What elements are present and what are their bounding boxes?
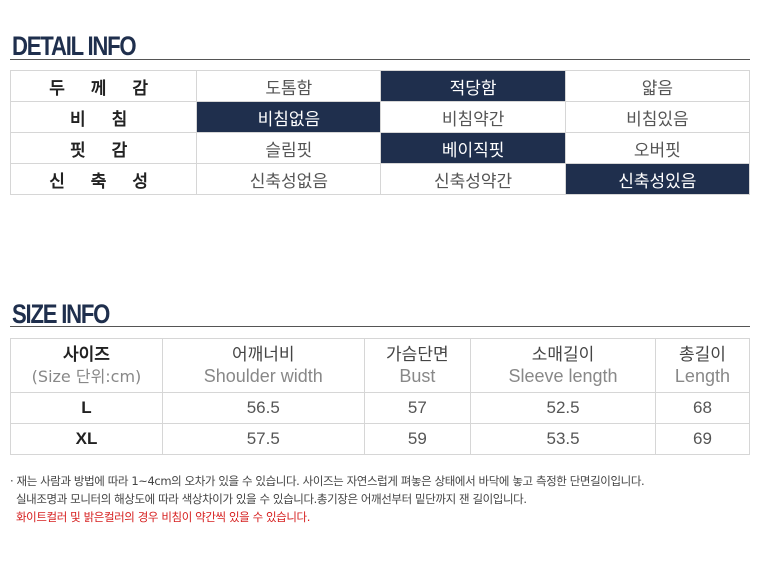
note-line-1: · 재는 사람과 방법에 따라 1~4cm의 오차가 있을 수 있습니다. 사이… xyxy=(10,474,645,488)
size-header-cell: 어깨너비 Shoulder width xyxy=(162,338,365,393)
size-header-kr: 총길이 xyxy=(678,344,726,365)
size-header-en: Bust xyxy=(399,365,436,386)
size-value: 57 xyxy=(363,392,472,424)
size-value: 56.5 xyxy=(162,392,365,424)
size-header-row: 사이즈 (Size 단위:cm) 어깨너비 Shoulder width 가슴단면 Bus… xyxy=(10,338,751,393)
size-header-kr: 어깨너비 xyxy=(231,344,295,365)
size-header-en: Length xyxy=(674,365,730,386)
size-value: 59 xyxy=(363,423,472,455)
size-value: 69 xyxy=(654,423,751,455)
size-title-rule xyxy=(10,326,750,327)
size-header-en: Shoulder width xyxy=(203,365,323,386)
detail-option: 얇음 xyxy=(564,70,751,102)
detail-option-selected: 비침없음 xyxy=(196,101,382,133)
notes: · 재는 사람과 방법에 따라 1~4cm의 오차가 있을 수 있습니다. 사이… xyxy=(10,472,645,526)
size-value: 52.5 xyxy=(470,392,656,424)
size-value: 53.5 xyxy=(470,423,656,455)
detail-option-selected: 적당함 xyxy=(380,70,566,102)
size-header-kr: 가슴단면 xyxy=(386,344,449,365)
size-value: 57.5 xyxy=(162,423,365,455)
detail-row: 신 축 성 신축성없음 신축성약간 신축성있음 xyxy=(9,163,751,195)
size-header-cell: 총길이 Length xyxy=(654,338,751,393)
detail-row: 핏 감 슬림핏 베이직핏 오버핏 xyxy=(9,132,751,164)
detail-row-label: 두 께 감 xyxy=(9,70,198,102)
detail-option: 신축성없음 xyxy=(196,163,382,195)
size-row: L 56.5 57 52.5 68 xyxy=(10,392,751,424)
detail-option: 도톰함 xyxy=(196,70,382,102)
size-info-title: SIZE INFO xyxy=(12,299,110,329)
detail-table: 두 께 감 도톰함 적당함 얇음 비 침 비침없음 비침약간 비침있음 핏 감 슬림핏 베이직핏 오버… xyxy=(9,70,751,195)
detail-row: 비 침 비침없음 비침약간 비침있음 xyxy=(9,101,751,133)
detail-row-label: 핏 감 xyxy=(9,132,198,164)
size-label: XL xyxy=(10,423,163,455)
detail-row-label: 비 침 xyxy=(9,101,198,133)
detail-info-title: DETAIL INFO xyxy=(12,31,137,61)
size-header-cell: 사이즈 (Size 단위:cm) xyxy=(10,338,163,393)
detail-option-selected: 신축성있음 xyxy=(564,163,751,195)
detail-row: 두 께 감 도톰함 적당함 얇음 xyxy=(9,70,751,102)
detail-option-selected: 베이직핏 xyxy=(380,132,566,164)
detail-row-label: 신 축 성 xyxy=(9,163,198,195)
detail-option: 비침약간 xyxy=(380,101,566,133)
size-label: L xyxy=(10,392,163,424)
detail-option: 오버핏 xyxy=(564,132,751,164)
size-header-en: (Size 단위:cm) xyxy=(31,366,142,386)
size-value: 68 xyxy=(654,392,751,424)
size-table: 사이즈 (Size 단위:cm) 어깨너비 Shoulder width 가슴단면 Bus… xyxy=(10,338,751,455)
size-row: XL 57.5 59 53.5 69 xyxy=(10,423,751,455)
note-line-3: 화이트컬러 및 밝은컬러의 경우 비침이 약간씩 있을 수 있습니다. xyxy=(16,510,310,524)
size-header-kr: 사이즈 xyxy=(63,344,110,365)
size-header-en: Sleeve length xyxy=(508,365,618,386)
detail-option: 비침있음 xyxy=(564,101,751,133)
size-header-kr: 소매길이 xyxy=(531,344,595,365)
note-line-2: 실내조명과 모니터의 해상도에 따라 색상차이가 있을 수 있습니다.총기장은 … xyxy=(16,492,527,506)
detail-option: 신축성약간 xyxy=(380,163,566,195)
size-header-cell: 소매길이 Sleeve length xyxy=(470,338,656,393)
detail-title-rule xyxy=(10,59,750,60)
detail-option: 슬림핏 xyxy=(196,132,382,164)
size-header-cell: 가슴단면 Bust xyxy=(363,338,472,393)
